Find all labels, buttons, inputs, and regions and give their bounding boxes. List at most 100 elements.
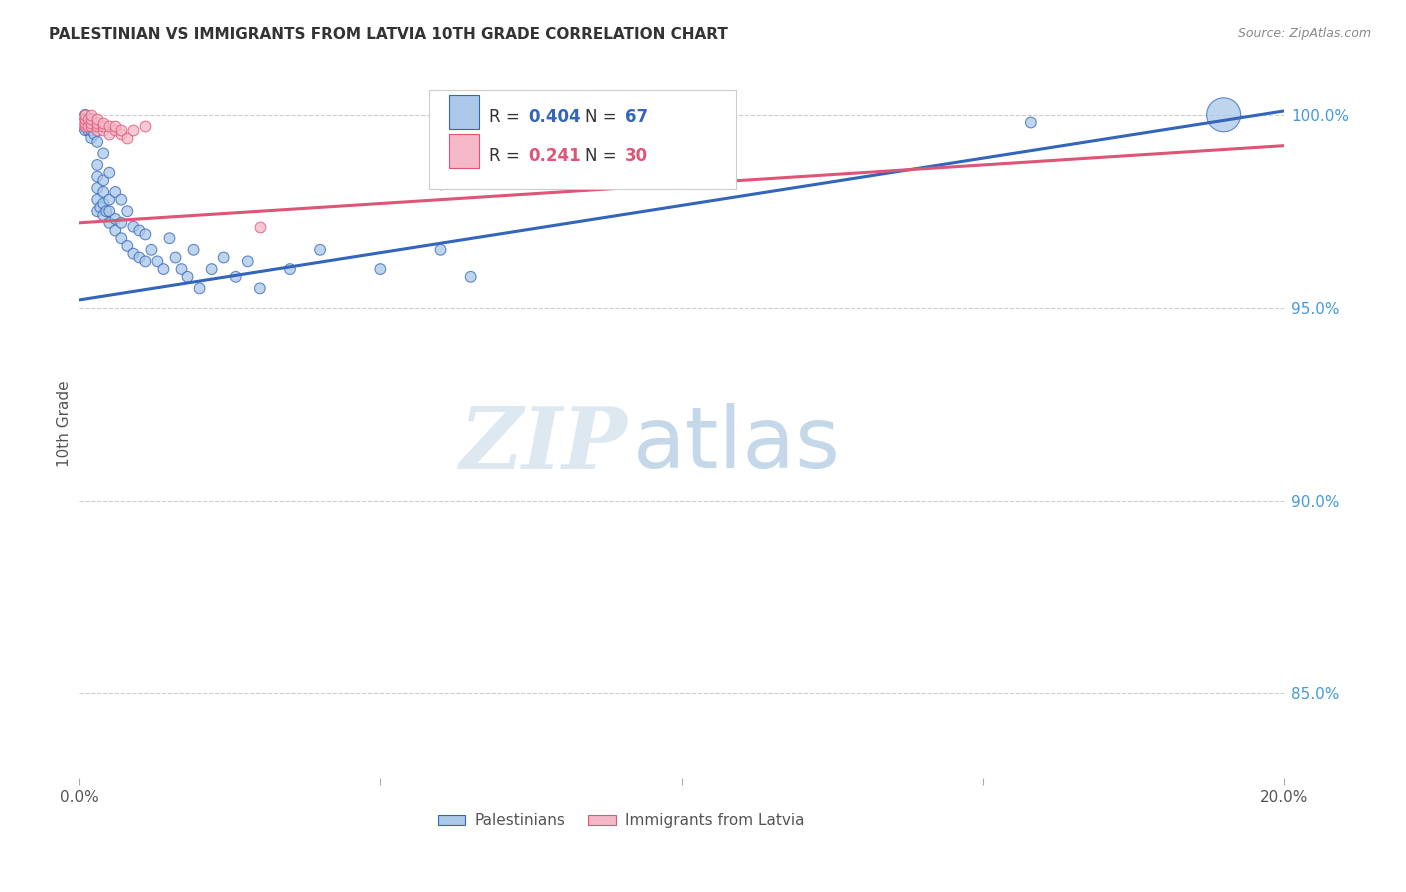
Point bbox=[104, 223, 127, 237]
Point bbox=[77, 120, 100, 134]
Text: 0.241: 0.241 bbox=[529, 146, 581, 165]
Point bbox=[86, 112, 108, 126]
Point bbox=[80, 112, 103, 126]
Point bbox=[91, 115, 114, 129]
Text: N =: N = bbox=[585, 108, 621, 126]
Point bbox=[278, 262, 301, 277]
Point bbox=[104, 120, 127, 134]
Point bbox=[110, 123, 132, 137]
Text: 67: 67 bbox=[624, 108, 648, 126]
Point bbox=[80, 108, 103, 122]
Text: Source: ZipAtlas.com: Source: ZipAtlas.com bbox=[1237, 27, 1371, 40]
Point bbox=[98, 204, 121, 219]
Point bbox=[80, 112, 103, 126]
Point bbox=[225, 269, 247, 284]
Point bbox=[86, 120, 108, 134]
Point bbox=[91, 173, 114, 187]
Point bbox=[86, 169, 108, 184]
Point bbox=[86, 158, 108, 172]
Point bbox=[128, 251, 150, 265]
Point bbox=[75, 123, 97, 137]
Point bbox=[70, 115, 93, 129]
Point bbox=[98, 216, 121, 230]
Point bbox=[98, 166, 121, 180]
Point bbox=[117, 131, 139, 145]
Text: 30: 30 bbox=[624, 146, 648, 165]
Point bbox=[80, 115, 103, 129]
Point bbox=[141, 243, 163, 257]
Point bbox=[86, 115, 108, 129]
Point bbox=[91, 146, 114, 161]
Point bbox=[117, 204, 139, 219]
Point bbox=[75, 115, 97, 129]
Text: atlas: atlas bbox=[633, 403, 841, 486]
Point bbox=[368, 262, 391, 277]
Point bbox=[122, 123, 145, 137]
Point bbox=[75, 115, 97, 129]
Point bbox=[75, 112, 97, 126]
Point bbox=[165, 251, 187, 265]
Point bbox=[134, 227, 156, 242]
Point bbox=[75, 108, 97, 122]
Text: PALESTINIAN VS IMMIGRANTS FROM LATVIA 10TH GRADE CORRELATION CHART: PALESTINIAN VS IMMIGRANTS FROM LATVIA 10… bbox=[49, 27, 728, 42]
Point bbox=[122, 219, 145, 234]
Point bbox=[146, 254, 169, 268]
Point bbox=[176, 269, 198, 284]
Point bbox=[70, 112, 93, 126]
Point bbox=[159, 231, 181, 245]
Point bbox=[86, 193, 108, 207]
Point bbox=[183, 243, 205, 257]
Point bbox=[429, 243, 451, 257]
Text: 0.404: 0.404 bbox=[529, 108, 581, 126]
Text: N =: N = bbox=[585, 146, 621, 165]
Point bbox=[86, 135, 108, 149]
Point bbox=[249, 281, 271, 295]
Point bbox=[429, 178, 451, 192]
Point bbox=[75, 108, 97, 122]
Point bbox=[98, 193, 121, 207]
Point bbox=[77, 115, 100, 129]
Point bbox=[128, 223, 150, 237]
Point bbox=[86, 123, 108, 137]
Point bbox=[236, 254, 259, 268]
Text: R =: R = bbox=[489, 146, 530, 165]
Point bbox=[104, 123, 127, 137]
Point bbox=[91, 185, 114, 199]
Point bbox=[86, 204, 108, 219]
Point bbox=[110, 231, 132, 245]
Point bbox=[83, 120, 105, 134]
Point bbox=[188, 281, 211, 295]
Point bbox=[77, 123, 100, 137]
Point bbox=[75, 112, 97, 126]
Point bbox=[96, 204, 118, 219]
Point bbox=[309, 243, 332, 257]
Point bbox=[122, 246, 145, 260]
Point bbox=[89, 200, 111, 214]
Point bbox=[134, 254, 156, 268]
Point bbox=[152, 262, 174, 277]
Point bbox=[249, 219, 271, 234]
Point bbox=[80, 115, 103, 129]
Point bbox=[98, 120, 121, 134]
Point bbox=[77, 112, 100, 126]
Y-axis label: 10th Grade: 10th Grade bbox=[58, 380, 72, 467]
Point bbox=[98, 127, 121, 141]
Point bbox=[104, 211, 127, 226]
Point bbox=[80, 123, 103, 137]
FancyBboxPatch shape bbox=[449, 95, 479, 128]
Point bbox=[1019, 115, 1042, 129]
Point bbox=[201, 262, 224, 277]
Point bbox=[70, 120, 93, 134]
Point bbox=[91, 120, 114, 134]
Text: ZIP: ZIP bbox=[460, 403, 627, 486]
FancyBboxPatch shape bbox=[449, 134, 479, 168]
Point bbox=[83, 127, 105, 141]
Point bbox=[86, 181, 108, 195]
Point bbox=[170, 262, 193, 277]
Legend: Palestinians, Immigrants from Latvia: Palestinians, Immigrants from Latvia bbox=[432, 807, 811, 834]
Point bbox=[80, 120, 103, 134]
Point bbox=[212, 251, 235, 265]
Point bbox=[110, 216, 132, 230]
Point bbox=[91, 208, 114, 222]
Point bbox=[75, 120, 97, 134]
